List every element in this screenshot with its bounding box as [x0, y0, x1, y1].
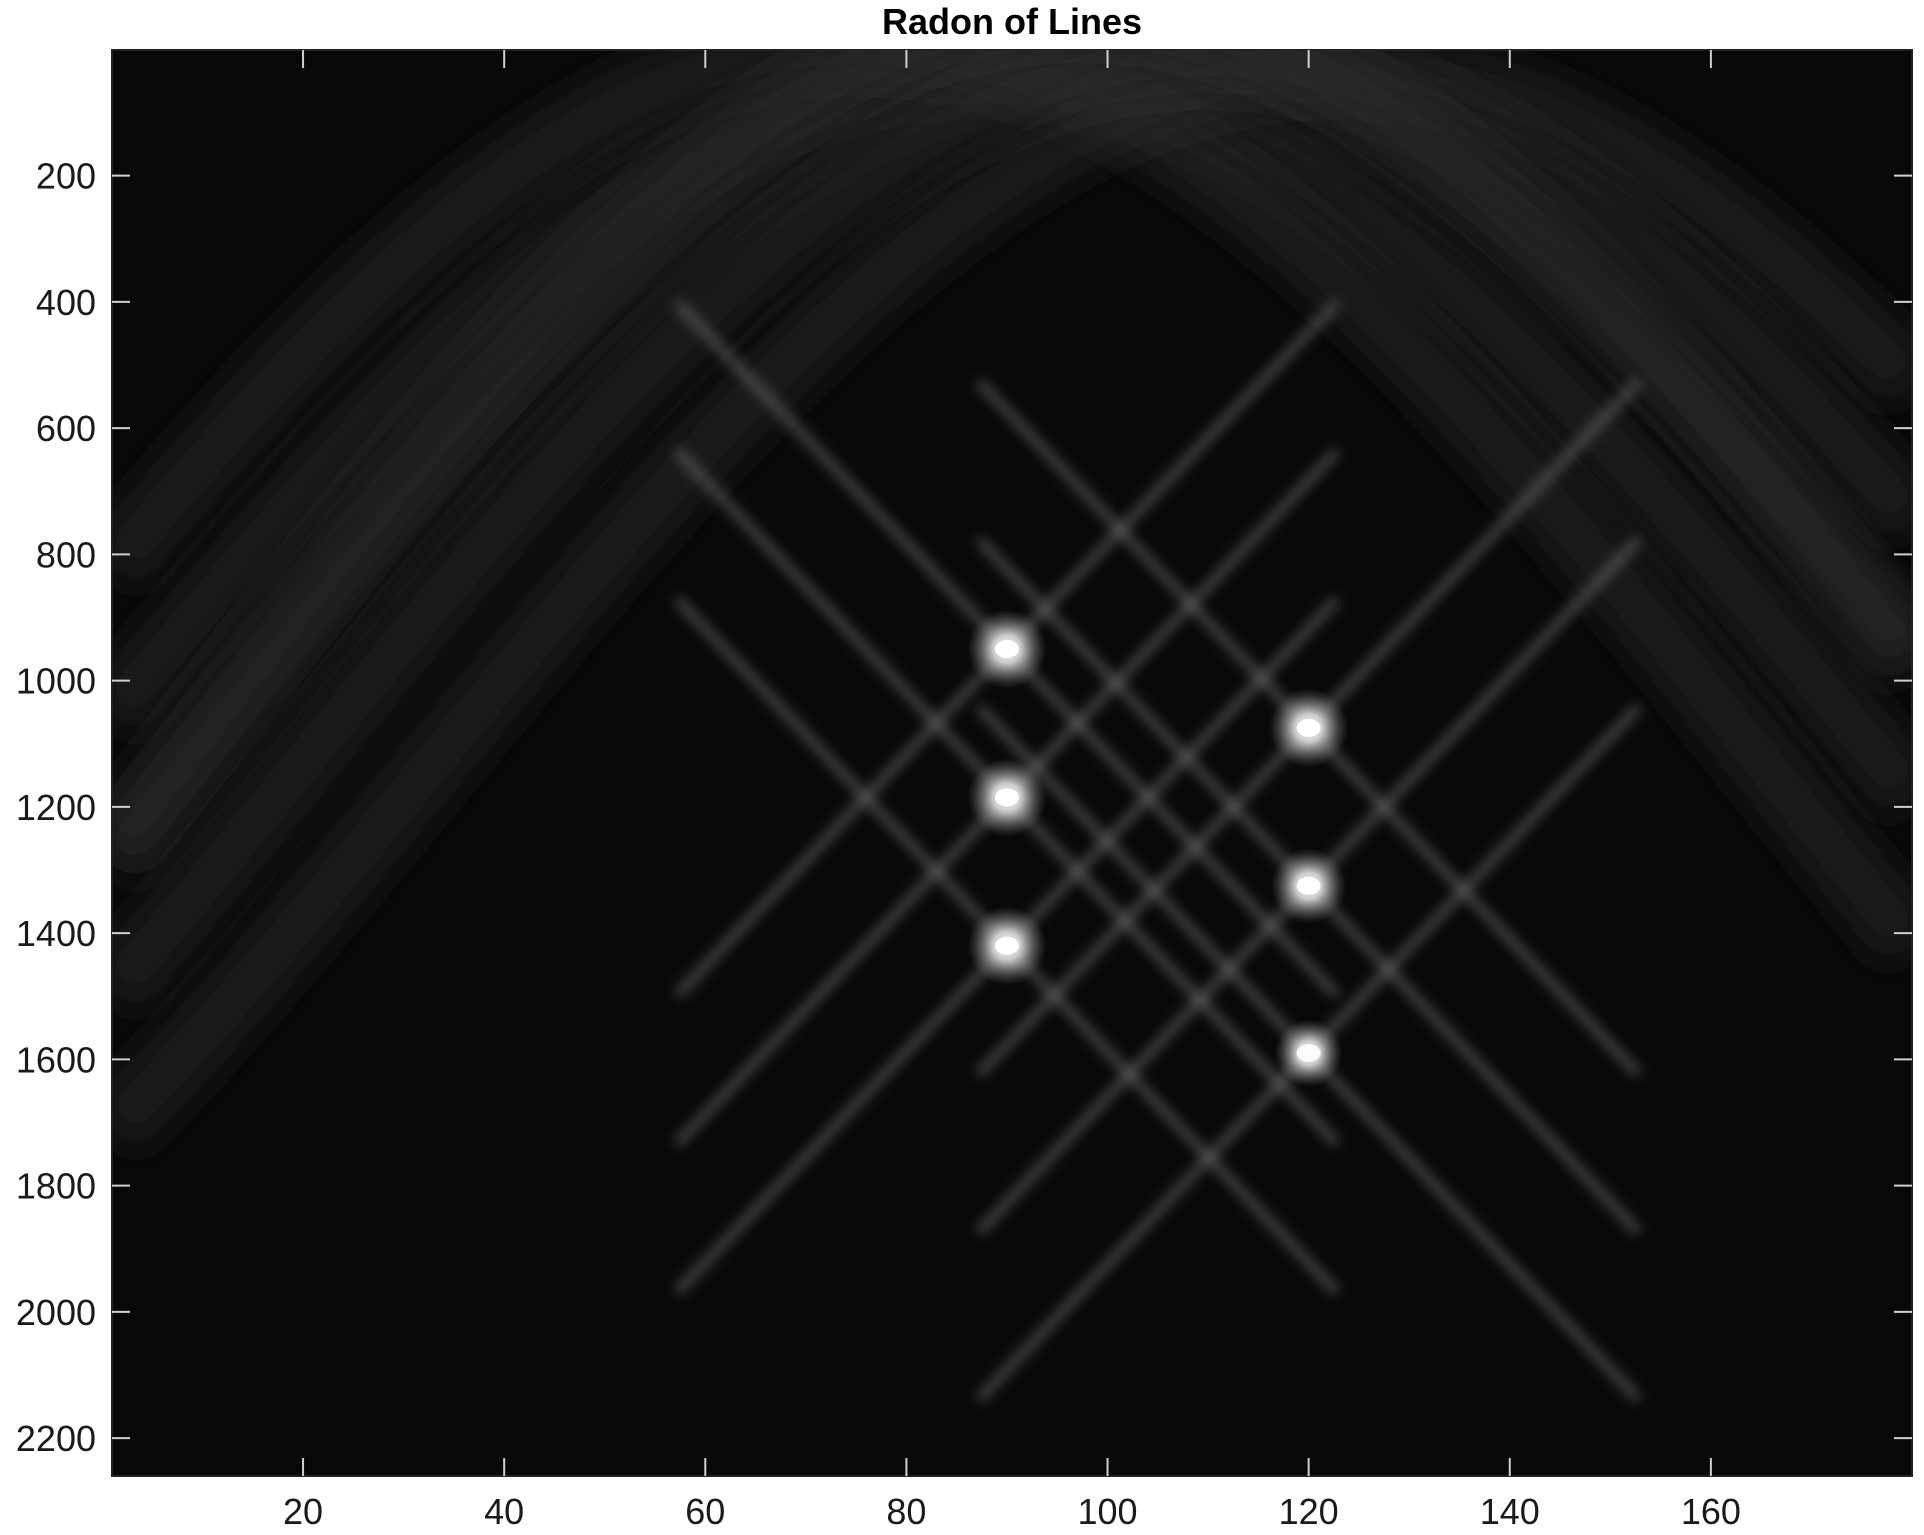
sinusoid-band — [112, 50, 1912, 868]
sinogram-bands — [112, 50, 1912, 1155]
y-tick-label: 2000 — [16, 1292, 96, 1333]
x-tick-label: 160 — [1681, 1491, 1741, 1532]
y-tick-label: 400 — [36, 282, 96, 323]
radon-peak-core — [994, 788, 1019, 807]
radon-peak-core — [1296, 1044, 1321, 1063]
y-tick-label: 1200 — [16, 787, 96, 828]
radon-peak-core — [994, 936, 1019, 955]
radon-peak-core — [1296, 876, 1321, 895]
x-tick-label: 120 — [1279, 1491, 1339, 1532]
x-tick-label: 40 — [484, 1491, 524, 1532]
x-tick-label: 140 — [1480, 1491, 1540, 1532]
y-tick-label: 1800 — [16, 1166, 96, 1207]
y-tick-label: 1600 — [16, 1039, 96, 1080]
radon-peak-core — [1296, 718, 1321, 737]
peak-marks — [966, 609, 1349, 1088]
x-tick-label: 100 — [1077, 1491, 1137, 1532]
y-tick-label: 600 — [36, 408, 96, 449]
x-tick-label: 60 — [685, 1491, 725, 1532]
y-axis-ticks: 200 400 600 800 1000 1200 1400 1600 1800 2000 2200 — [16, 156, 1912, 1459]
y-tick-label: 1000 — [16, 661, 96, 702]
plot-border — [111, 49, 1913, 1477]
y-tick-label: 2200 — [16, 1418, 96, 1459]
sinusoid-band — [112, 50, 1912, 1016]
x-tick-label: 20 — [283, 1491, 323, 1532]
radon-peak-core — [994, 640, 1019, 659]
chart-title: Radon of Lines — [882, 1, 1142, 42]
y-tick-label: 800 — [36, 534, 96, 575]
y-tick-label: 1400 — [16, 913, 96, 954]
x-tick-label: 80 — [886, 1491, 926, 1532]
x-axis-ticks: 20 40 60 80 100 120 140 160 — [283, 50, 1741, 1532]
sinusoid-band — [112, 50, 1912, 1155]
y-tick-label: 200 — [36, 156, 96, 197]
